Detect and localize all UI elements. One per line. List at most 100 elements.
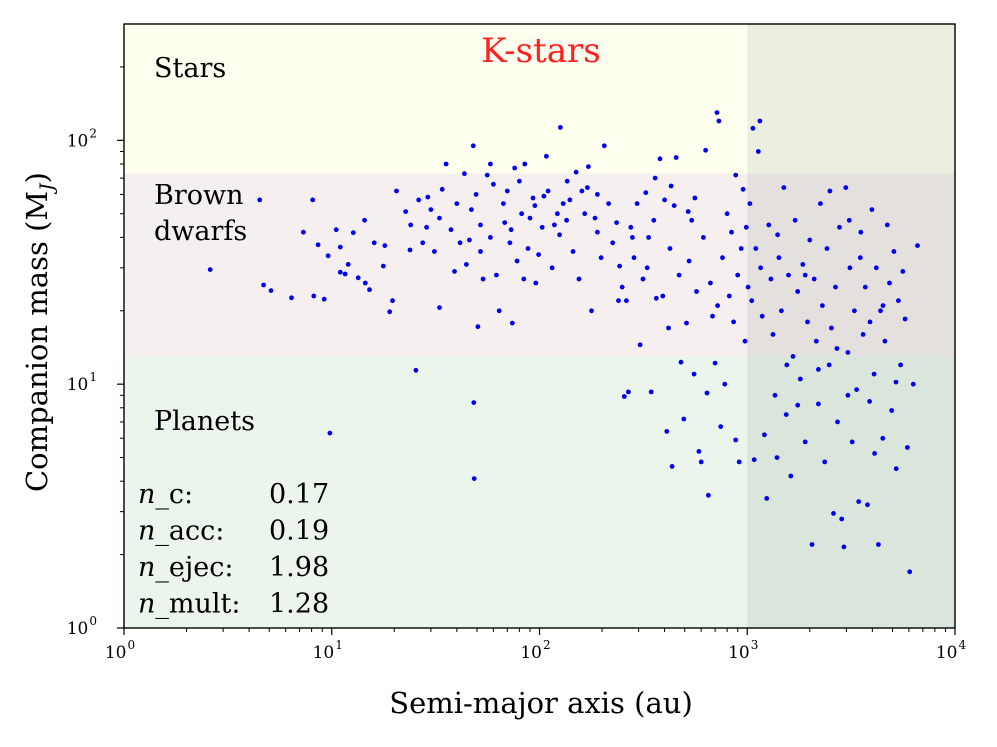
data-point (301, 229, 306, 235)
data-point (860, 332, 866, 337)
data-point (689, 217, 695, 223)
data-point (579, 188, 585, 194)
data-point (527, 215, 533, 221)
data-point (893, 466, 899, 472)
data-point (827, 188, 833, 194)
data-point (708, 280, 713, 286)
data-point (772, 392, 778, 398)
data-point (758, 265, 763, 271)
y-tick-exponent: 2 (89, 126, 97, 140)
region-label-planets: Planets (154, 406, 255, 437)
data-point (564, 217, 569, 223)
data-point (502, 220, 508, 226)
data-point (651, 217, 657, 223)
data-point (802, 272, 808, 278)
data-point (783, 412, 789, 417)
data-point (552, 222, 557, 228)
data-point (829, 325, 834, 331)
data-point (564, 178, 570, 184)
data-point (691, 371, 697, 377)
data-point (733, 437, 739, 443)
data-point (673, 155, 679, 160)
data-point (567, 197, 573, 203)
data-point (692, 195, 698, 201)
data-point (626, 389, 631, 395)
data-point (624, 298, 629, 304)
data-point (716, 118, 722, 124)
data-point (403, 209, 409, 215)
stat-value: 1.98 (269, 552, 329, 583)
data-point (843, 185, 849, 191)
data-point (439, 186, 445, 192)
data-point (845, 392, 851, 398)
data-point (738, 246, 744, 251)
data-point (646, 235, 651, 240)
data-point (720, 255, 725, 261)
data-point (898, 362, 903, 368)
data-point (910, 381, 916, 387)
y-tick-exponent: 1 (89, 370, 97, 384)
data-point (473, 192, 479, 197)
y-axis-label-text: Companion mass (M (20, 191, 54, 492)
data-point (644, 265, 650, 271)
data-point (790, 354, 796, 359)
data-point (685, 209, 691, 215)
data-point (558, 125, 563, 130)
data-point (408, 222, 414, 228)
data-point (533, 280, 539, 286)
data-point (310, 197, 316, 203)
data-point (268, 288, 274, 293)
y-axis-label-close: ) (20, 172, 54, 183)
region-label-brown-line1: Brown (154, 180, 244, 211)
data-point (854, 387, 859, 392)
data-point (666, 325, 671, 331)
data-point (454, 201, 460, 207)
data-point (367, 287, 372, 293)
data-point (718, 424, 724, 429)
y-axis-label-subscript: J (36, 182, 58, 195)
data-point (775, 232, 780, 238)
data-point (820, 303, 825, 308)
data-point (876, 542, 881, 547)
data-point (893, 379, 899, 385)
data-point (508, 227, 514, 233)
data-point (867, 319, 873, 325)
data-point (362, 217, 367, 223)
data-point (532, 203, 538, 209)
data-point (743, 224, 749, 230)
data-point (337, 244, 343, 250)
stat-variable: n (138, 516, 155, 547)
x-tick-exponent: 0 (128, 638, 136, 652)
x-axis-ticks: 100 101 102 103 104 (105, 628, 967, 663)
data-point (807, 237, 813, 243)
data-point (517, 178, 522, 184)
data-point (795, 289, 801, 294)
data-point (619, 284, 625, 290)
stat-label: n_ejec: (138, 552, 233, 583)
data-point (802, 439, 808, 445)
data-point (621, 394, 627, 399)
stat-label: n_mult: (138, 589, 240, 620)
stat-label: n_acc: (138, 516, 224, 547)
data-point (905, 445, 910, 450)
data-point (884, 222, 890, 228)
data-point (362, 280, 368, 286)
data-point (852, 308, 857, 314)
data-point (387, 309, 393, 315)
chart-title: K-stars (481, 31, 601, 71)
data-point (648, 389, 654, 395)
data-point (816, 401, 821, 407)
data-point (871, 371, 877, 377)
data-point (745, 284, 751, 290)
y-tick-label: 100 (67, 614, 97, 639)
data-point (616, 298, 621, 304)
x-tick-label: 104 (936, 638, 967, 663)
x-tick-exponent: 4 (959, 638, 967, 652)
data-point (770, 332, 776, 337)
data-point (643, 190, 649, 196)
data-point (755, 149, 761, 154)
data-point (849, 439, 855, 445)
data-point (878, 308, 883, 314)
data-point (887, 280, 892, 286)
data-point (494, 272, 499, 278)
